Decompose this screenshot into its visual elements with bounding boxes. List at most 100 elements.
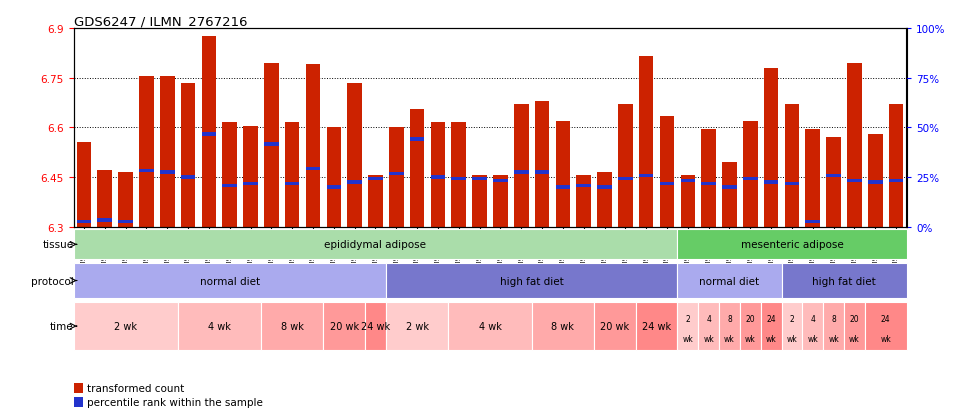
Bar — [368, 178, 383, 181]
Bar — [452, 178, 466, 181]
Bar — [847, 64, 861, 227]
Bar — [576, 184, 591, 188]
Text: wk: wk — [808, 334, 818, 343]
Bar — [844, 302, 865, 350]
Text: normal diet: normal diet — [200, 276, 260, 286]
Text: 24: 24 — [881, 314, 891, 323]
Bar — [222, 184, 237, 188]
Bar — [119, 173, 133, 227]
Bar — [514, 105, 528, 227]
Text: wk: wk — [880, 334, 891, 343]
Bar — [618, 105, 633, 227]
Text: 24 wk: 24 wk — [361, 321, 390, 331]
Bar — [722, 163, 737, 227]
Bar — [74, 263, 386, 299]
Bar — [594, 302, 636, 350]
Bar — [119, 221, 133, 224]
Bar — [448, 302, 531, 350]
Bar — [74, 230, 677, 259]
Bar — [868, 181, 883, 184]
Bar — [386, 263, 677, 299]
Text: 20: 20 — [746, 314, 756, 323]
Bar — [472, 178, 487, 181]
Bar — [222, 123, 237, 227]
Bar — [847, 179, 861, 183]
Text: wk: wk — [828, 334, 839, 343]
Bar — [639, 57, 654, 227]
Bar — [597, 173, 612, 227]
Bar — [306, 65, 320, 227]
Bar — [139, 169, 154, 173]
Bar — [763, 69, 778, 227]
Bar — [722, 186, 737, 189]
Bar — [264, 143, 278, 146]
Text: high fat diet: high fat diet — [812, 276, 876, 286]
Bar — [680, 176, 695, 227]
Bar — [180, 83, 195, 227]
Bar — [368, 176, 383, 227]
Bar — [803, 302, 823, 350]
Bar — [556, 186, 570, 189]
Text: high fat diet: high fat diet — [500, 276, 564, 286]
Text: 2: 2 — [790, 314, 795, 323]
Text: wk: wk — [787, 334, 798, 343]
Text: transformed count: transformed count — [87, 383, 184, 393]
Bar — [785, 183, 800, 186]
Bar — [160, 77, 174, 227]
Bar — [535, 102, 550, 227]
Bar — [202, 133, 217, 136]
Bar — [410, 110, 424, 227]
Bar — [74, 397, 83, 407]
Bar — [677, 302, 698, 350]
Text: 20 wk: 20 wk — [601, 321, 629, 331]
Bar — [806, 130, 820, 227]
Bar — [323, 302, 365, 350]
Text: wk: wk — [704, 334, 714, 343]
Text: GDS6247 / ILMN_2767216: GDS6247 / ILMN_2767216 — [74, 15, 247, 28]
Bar — [556, 121, 570, 227]
Text: time: time — [50, 321, 74, 331]
Bar — [702, 130, 716, 227]
Bar — [452, 123, 466, 227]
Bar — [826, 174, 841, 178]
Bar — [97, 219, 112, 222]
Bar — [97, 171, 112, 227]
Bar — [639, 174, 654, 178]
Text: protocol: protocol — [30, 276, 74, 286]
Bar — [806, 221, 820, 224]
Bar — [698, 302, 719, 350]
Bar — [740, 302, 760, 350]
Bar — [285, 123, 300, 227]
Bar — [743, 178, 758, 181]
Bar — [180, 176, 195, 179]
Bar — [493, 179, 508, 183]
Bar — [430, 123, 445, 227]
Text: 24: 24 — [766, 314, 776, 323]
Bar — [535, 171, 550, 174]
Text: wk: wk — [682, 334, 693, 343]
Text: 2 wk: 2 wk — [406, 321, 428, 331]
Bar — [386, 302, 448, 350]
Text: percentile rank within the sample: percentile rank within the sample — [87, 398, 263, 408]
Bar — [160, 171, 174, 174]
Bar — [743, 121, 758, 227]
Bar — [785, 105, 800, 227]
Bar — [306, 168, 320, 171]
Bar — [514, 171, 528, 174]
Bar — [430, 176, 445, 179]
Bar — [243, 126, 258, 227]
Text: 8: 8 — [831, 314, 836, 323]
Bar — [636, 302, 677, 350]
Bar — [326, 186, 341, 189]
Bar — [74, 383, 83, 393]
Bar — [597, 186, 612, 189]
Text: 20 wk: 20 wk — [329, 321, 359, 331]
Bar — [868, 135, 883, 227]
Text: wk: wk — [745, 334, 756, 343]
Text: normal diet: normal diet — [700, 276, 760, 286]
Bar — [826, 138, 841, 227]
Bar — [823, 302, 844, 350]
Bar — [177, 302, 261, 350]
Text: 2: 2 — [685, 314, 690, 323]
Bar — [389, 128, 404, 227]
